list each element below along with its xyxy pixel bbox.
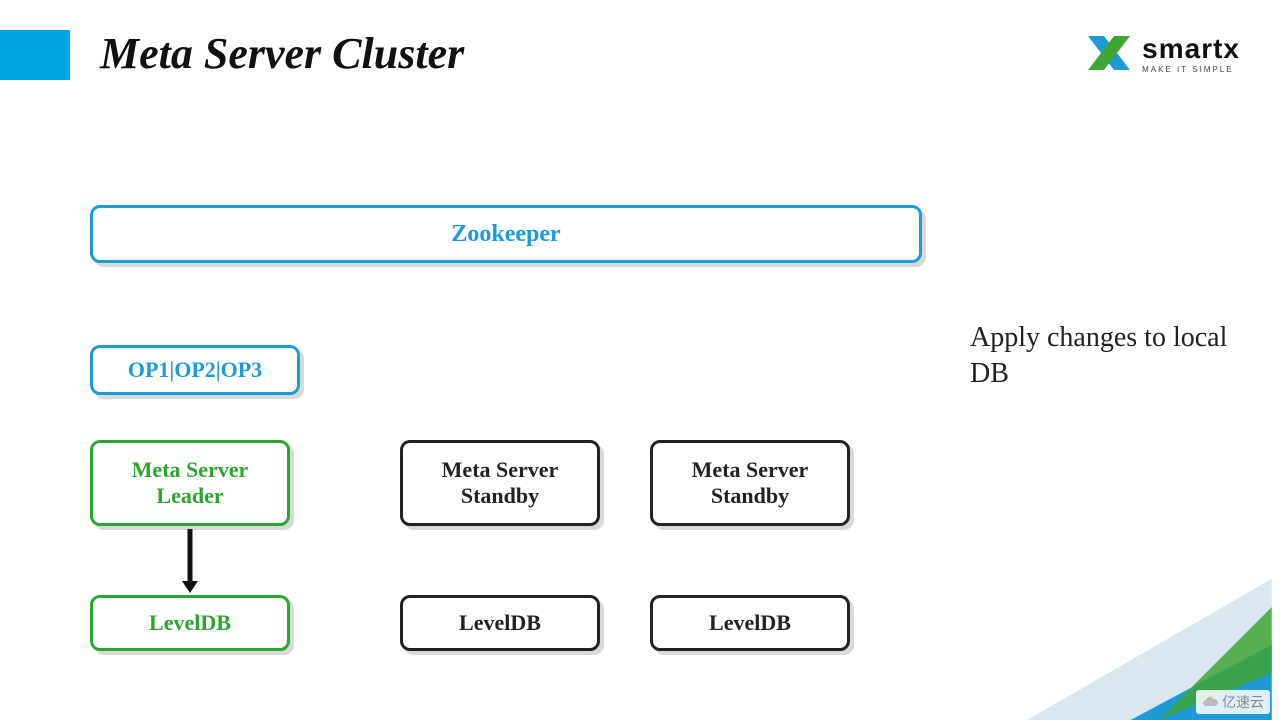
brand-tagline: MAKE IT SIMPLE xyxy=(1142,65,1240,74)
brand-logo: smartx MAKE IT SIMPLE xyxy=(1086,30,1240,76)
node-ldb3: LevelDB xyxy=(650,595,850,651)
accent-bar xyxy=(0,30,70,80)
watermark: 亿速云 xyxy=(1196,690,1270,714)
node-ops: OP1|OP2|OP3 xyxy=(90,345,300,395)
watermark-text: 亿速云 xyxy=(1222,692,1264,712)
node-standby1: Meta Server Standby xyxy=(400,440,600,526)
node-leader: Meta Server Leader xyxy=(90,440,290,526)
brand-name: smartx xyxy=(1142,33,1240,65)
edge-leader-ldb1 xyxy=(178,529,202,595)
node-standby2: Meta Server Standby xyxy=(650,440,850,526)
node-ldb1: LevelDB xyxy=(90,595,290,651)
slide-title: Meta Server Cluster xyxy=(100,28,464,79)
x-mark-icon xyxy=(1086,30,1132,76)
cloud-icon xyxy=(1202,695,1218,709)
node-zookeeper: Zookeeper xyxy=(90,205,922,263)
annotation-text: Apply changes to local DB xyxy=(970,320,1240,393)
node-ldb2: LevelDB xyxy=(400,595,600,651)
